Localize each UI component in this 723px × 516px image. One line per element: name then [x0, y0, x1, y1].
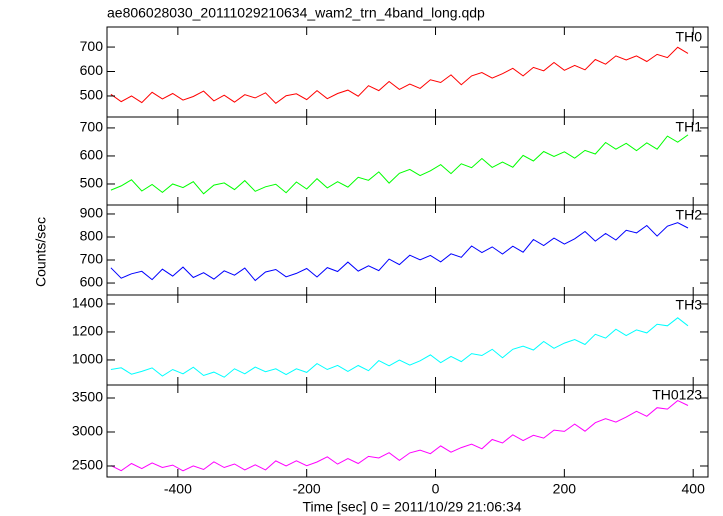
y-tick-label: 900	[80, 205, 104, 221]
x-tick-label: -200	[293, 481, 321, 497]
panel-label: TH1	[676, 119, 703, 135]
panel-frame	[106, 294, 709, 386]
panel-label: TH0123	[652, 387, 702, 403]
panel-frame	[106, 26, 709, 118]
y-tick-label: 3000	[72, 423, 103, 439]
series-line	[110, 317, 689, 378]
y-tick-label: 600	[80, 147, 104, 163]
x-axis-label: Time [sec] 0 = 2011/10/29 21:06:34	[302, 499, 521, 515]
panel-frame	[106, 116, 709, 206]
series-line	[110, 134, 689, 195]
y-tick-label: 2500	[72, 457, 103, 473]
y-tick-label: 800	[80, 228, 104, 244]
y-axis-label: Counts/sec	[33, 217, 49, 287]
y-tick-label: 1000	[72, 351, 103, 367]
y-tick-label: 3500	[72, 389, 103, 405]
y-tick-label: 700	[80, 251, 104, 267]
y-tick-label: 600	[80, 62, 104, 78]
y-tick-label: 500	[80, 87, 104, 103]
x-tick-label: -400	[164, 481, 192, 497]
y-tick-label: 500	[80, 175, 104, 191]
series-line	[110, 222, 689, 282]
panel-label: TH0	[676, 29, 703, 45]
panel-label: TH3	[676, 297, 703, 313]
x-tick-label: 200	[553, 481, 577, 497]
panel-frame	[106, 204, 709, 296]
panel-frame	[106, 384, 709, 478]
panel-label: TH2	[676, 207, 703, 223]
series-line	[110, 46, 689, 104]
y-tick-label: 700	[80, 119, 104, 135]
y-tick-label: 1400	[72, 295, 103, 311]
x-tick-label: 0	[432, 481, 440, 497]
series-line	[110, 400, 689, 472]
y-tick-label: 700	[80, 38, 104, 54]
y-tick-label: 1200	[72, 323, 103, 339]
chart-title: ae806028030_20111029210634_wam2_trn_4ban…	[107, 5, 485, 21]
x-tick-label: 400	[682, 481, 706, 497]
y-tick-label: 600	[80, 274, 104, 290]
